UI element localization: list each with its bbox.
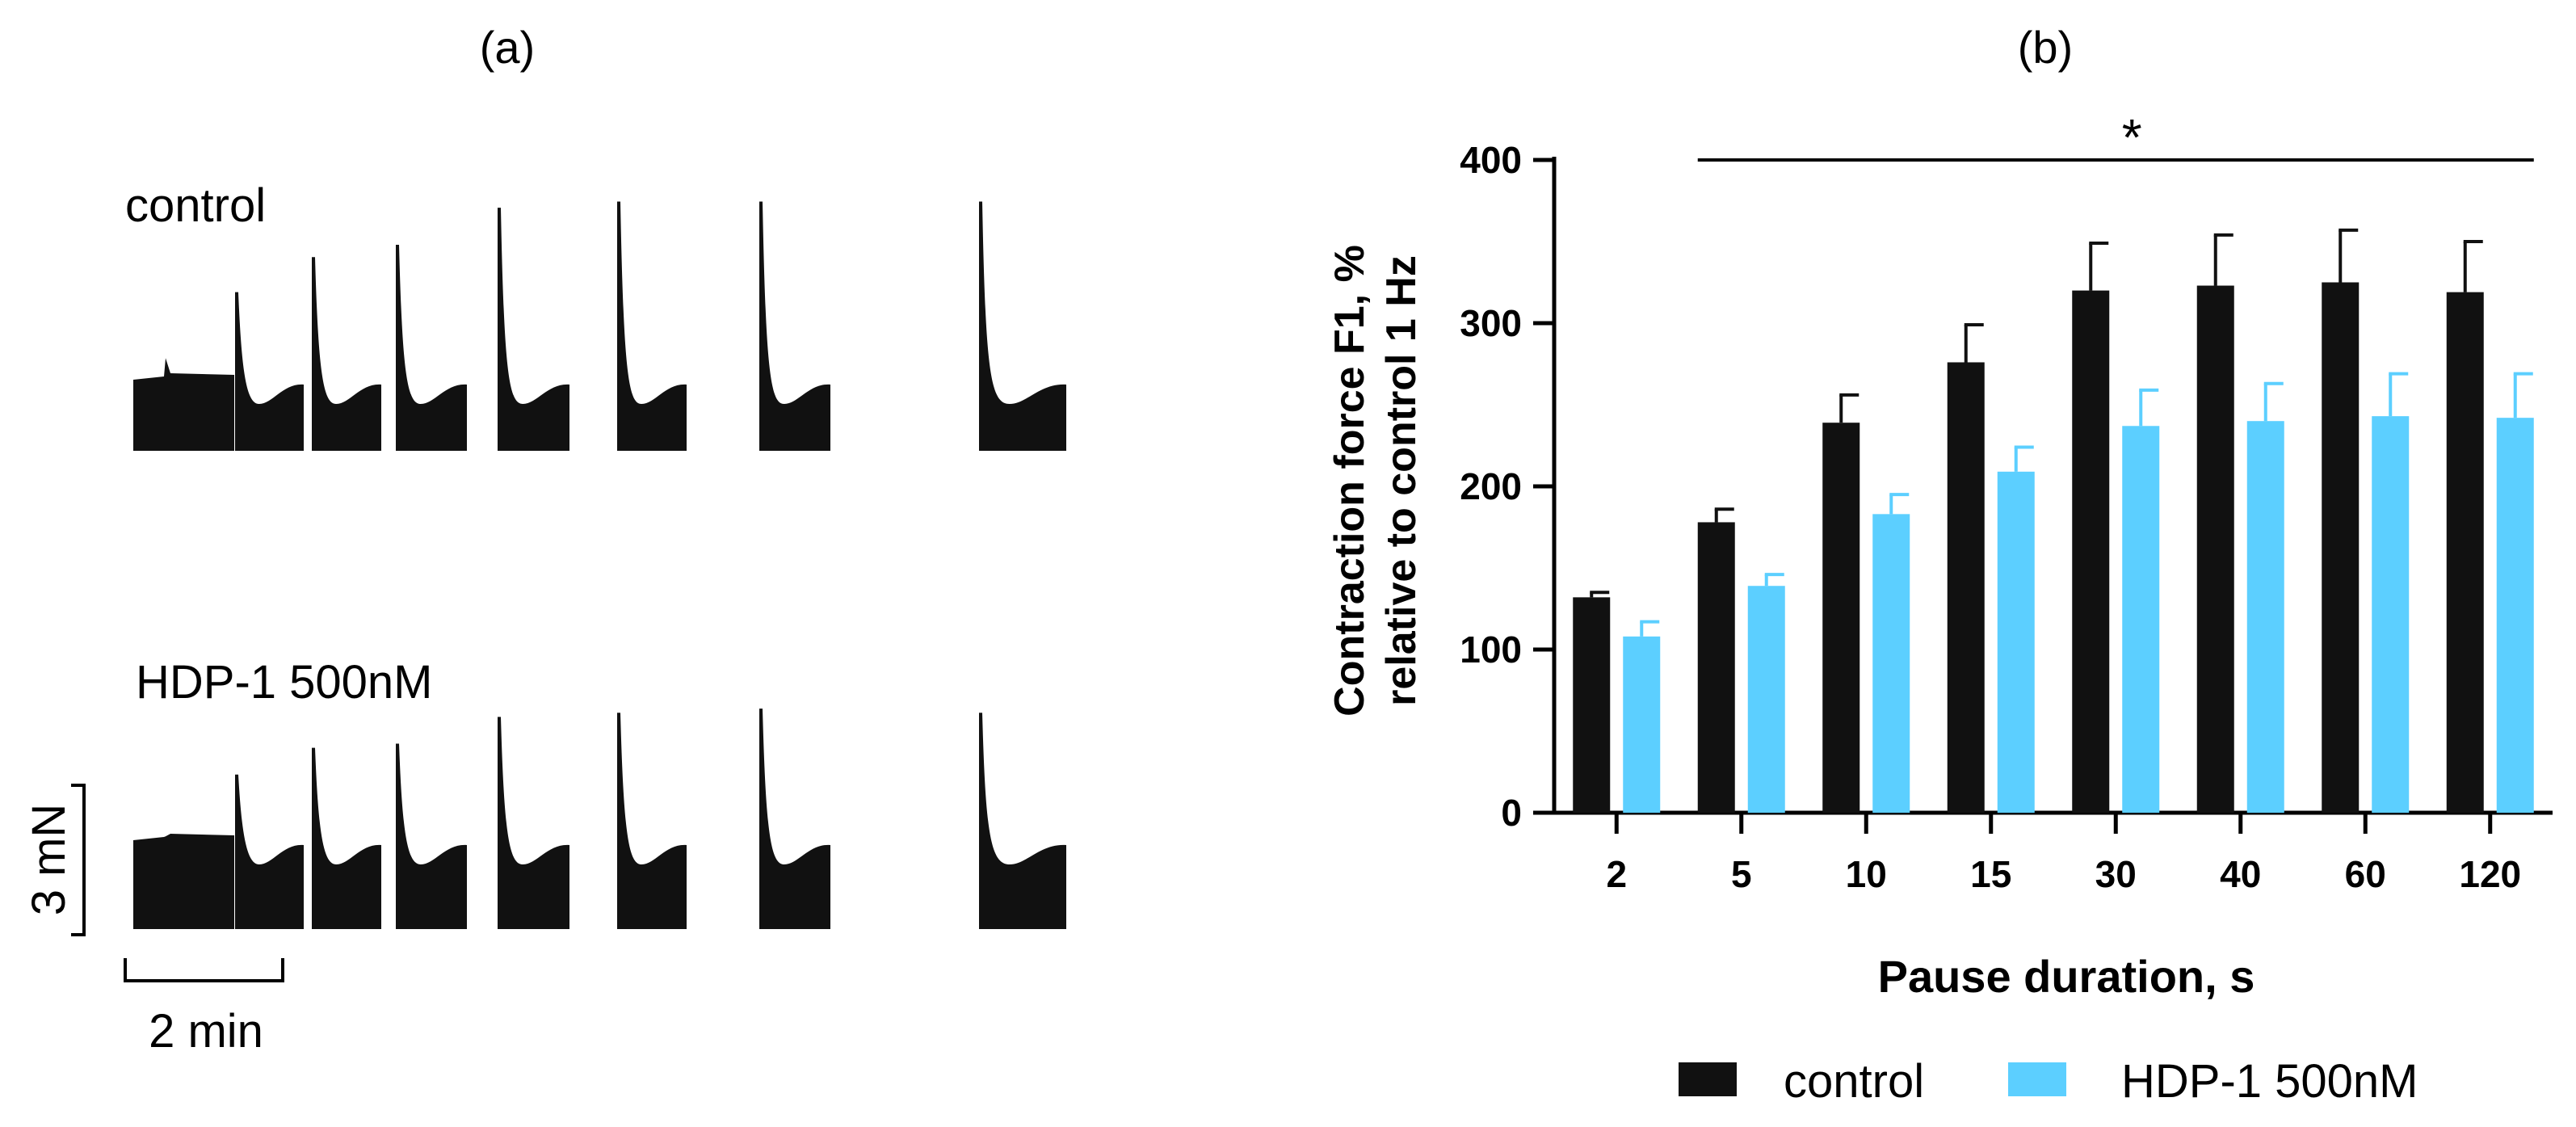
bar-hdp1-120 [2496,418,2534,813]
x-tick-label: 10 [1846,853,1887,895]
significance-star: * [2122,108,2142,166]
legend-label-control: control [1784,1055,1924,1108]
x-tick-label: 120 [2459,853,2521,895]
legend-swatch-control [1679,1062,1737,1096]
bar-control-120 [2446,292,2484,813]
time-scale-label: 2 min [149,1005,263,1058]
trace-hdp1-1 [133,834,234,929]
time-scale-bar [124,958,284,982]
trace-control-3 [312,257,381,451]
x-tick-label: 15 [1970,853,2011,895]
y-tick-label: 400 [1460,139,1522,181]
trace-control-1 [133,358,234,451]
trace-label-control: control [125,179,266,232]
bar-control-60 [2322,282,2360,813]
bar-hdp1-40 [2246,421,2284,813]
x-tick-label: 60 [2345,853,2386,895]
x-tick-label: 2 [1606,853,1627,895]
legend-label-hdp1: HDP-1 500nM [2121,1055,2418,1108]
trace-control-5 [498,208,569,451]
trace-hdp1-6 [617,713,687,929]
trace-control-4 [396,245,467,451]
bar-control-30 [2072,290,2110,814]
x-axis-title: Pause duration, s [1878,951,2255,1002]
bar-control-5 [1697,522,1735,813]
x-tick-label: 5 [1731,853,1752,895]
y-tick-label: 0 [1501,792,1522,834]
bar-hdp1-15 [1997,471,2035,813]
trace-hdp1-4 [396,743,467,929]
legend-swatch-hdp1 [2008,1062,2066,1096]
panel-a-label: (a) [480,22,535,73]
bar-hdp1-60 [2372,416,2410,813]
bar-control-40 [2196,285,2234,813]
trace-hdp1-7 [759,709,830,929]
force-scale-label: 3 mN [23,804,75,916]
bar-hdp1-2 [1623,636,1661,813]
bar-hdp1-10 [1872,514,1910,813]
contraction-traces [133,201,1066,929]
panel-b-label: (b) [2018,22,2073,73]
y-axis-title-line1: Contraction force F1, % [1326,245,1373,717]
trace-hdp1-2 [235,774,304,929]
trace-label-hdp1: HDP-1 500nM [136,656,432,709]
y-tick-label: 100 [1460,629,1522,671]
bar-hdp1-5 [1747,586,1785,813]
x-tick-label: 30 [2095,853,2137,895]
bar-control-2 [1573,597,1611,813]
legend: control HDP-1 500nM [1679,1055,2418,1108]
bar-chart: 0 100 200 300 400 2 5 10 15 30 40 60 120 * [1460,108,2553,895]
x-tick-label: 40 [2220,853,2261,895]
bar-hdp1-30 [2122,426,2160,813]
trace-hdp1-3 [312,747,381,929]
trace-control-8 [979,201,1066,451]
force-scale-bar [71,784,86,936]
y-tick-label: 200 [1460,465,1522,507]
y-tick-label: 300 [1460,302,1522,344]
trace-control-7 [759,201,830,451]
trace-control-6 [617,201,687,451]
trace-hdp1-5 [498,717,569,929]
trace-hdp1-8 [979,713,1066,929]
y-axis-title-line2: relative to control 1 Hz [1378,255,1425,706]
bar-control-10 [1822,423,1860,813]
trace-control-2 [235,292,304,451]
bar-control-15 [1947,362,1985,814]
